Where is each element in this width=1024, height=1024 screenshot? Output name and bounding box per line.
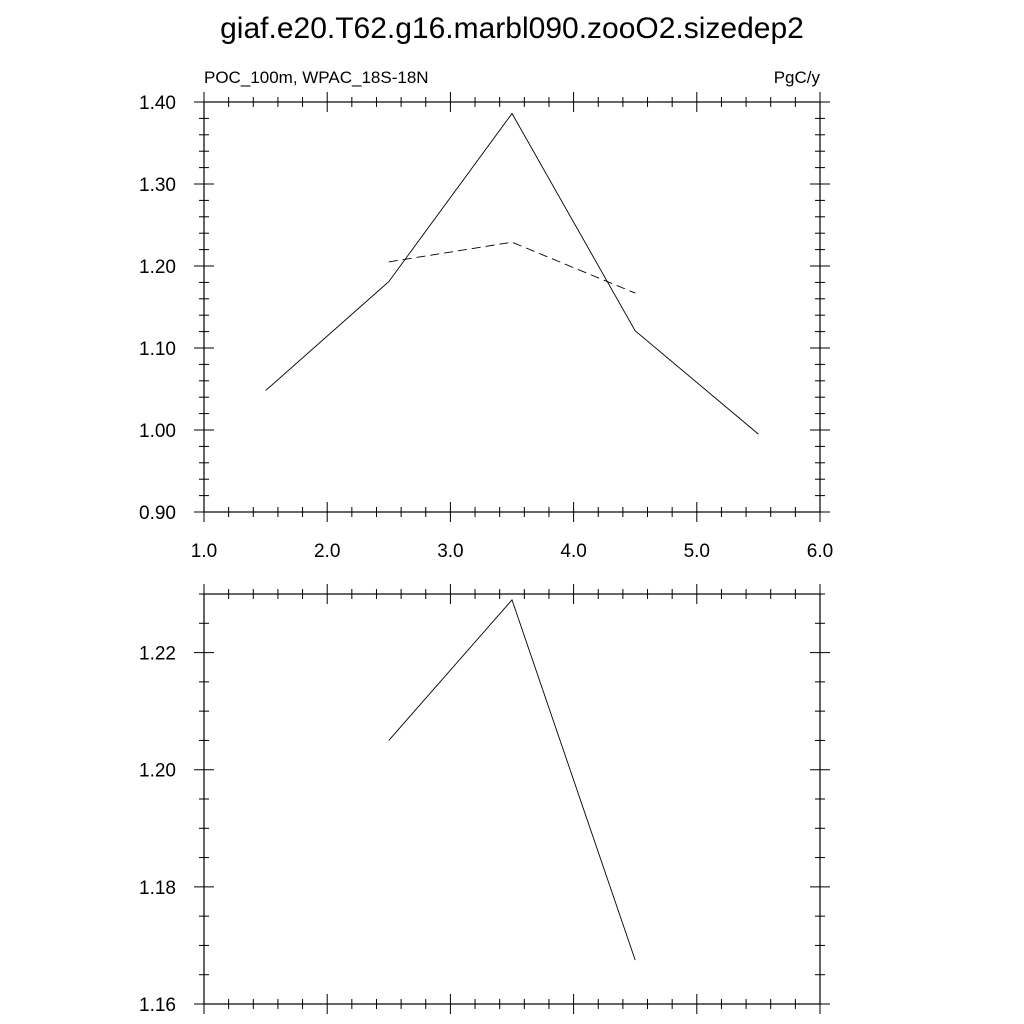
plot-top-ticks: 1.0 2.0 3.0 4.0 5.0 6.0 0.90 1.00 1.10 1.20 1.30 1.… — [139, 92, 833, 562]
plot-top-series — [265, 112, 759, 435]
bottom-ytick-label: 1.18 — [139, 878, 176, 899]
top-series-1-line — [265, 112, 759, 435]
top-ytick-label: 1.20 — [139, 257, 176, 278]
figure-title: giaf.e20.T62.g16.marbl090.zooO2.sizedep2 — [220, 12, 804, 45]
top-ytick-label: 1.30 — [139, 175, 176, 196]
top-xtick-label: 5.0 — [684, 541, 710, 562]
top-ytick-label: 0.90 — [139, 503, 176, 524]
plot-top-subtitle-left: POC_100m, WPAC_18S-18N — [204, 68, 429, 87]
bottom-ytick-label: 1.16 — [139, 995, 176, 1016]
top-xtick-label: 6.0 — [807, 541, 833, 562]
top-xtick-label: 2.0 — [314, 541, 340, 562]
bottom-ytick-label: 1.20 — [139, 761, 176, 782]
bottom-ytick-label: 1.22 — [139, 644, 176, 665]
top-ytick-label: 1.40 — [139, 93, 176, 114]
top-ytick-label: 1.10 — [139, 339, 176, 360]
plot-top: POC_100m, WPAC_18S-18N PgC/y 1.0 2.0 3.0 4.… — [139, 68, 833, 562]
plot-bottom-frame — [203, 593, 821, 1005]
top-ytick-label: 1.00 — [139, 421, 176, 442]
plot-bottom-ticks: 1.16 1.18 1.20 1.22 — [139, 584, 830, 1016]
plot-bottom-series — [388, 599, 636, 961]
plot-top-frame — [203, 101, 821, 513]
plot-top-subtitle-right: PgC/y — [774, 68, 821, 87]
top-xtick-label: 1.0 — [191, 541, 217, 562]
plot-bottom: 1.16 1.18 1.20 1.22 — [139, 584, 830, 1016]
top-series-2-line — [388, 241, 636, 294]
top-xtick-label: 3.0 — [437, 541, 463, 562]
top-xtick-label: 4.0 — [560, 541, 586, 562]
bottom-series-1-line — [388, 599, 636, 961]
